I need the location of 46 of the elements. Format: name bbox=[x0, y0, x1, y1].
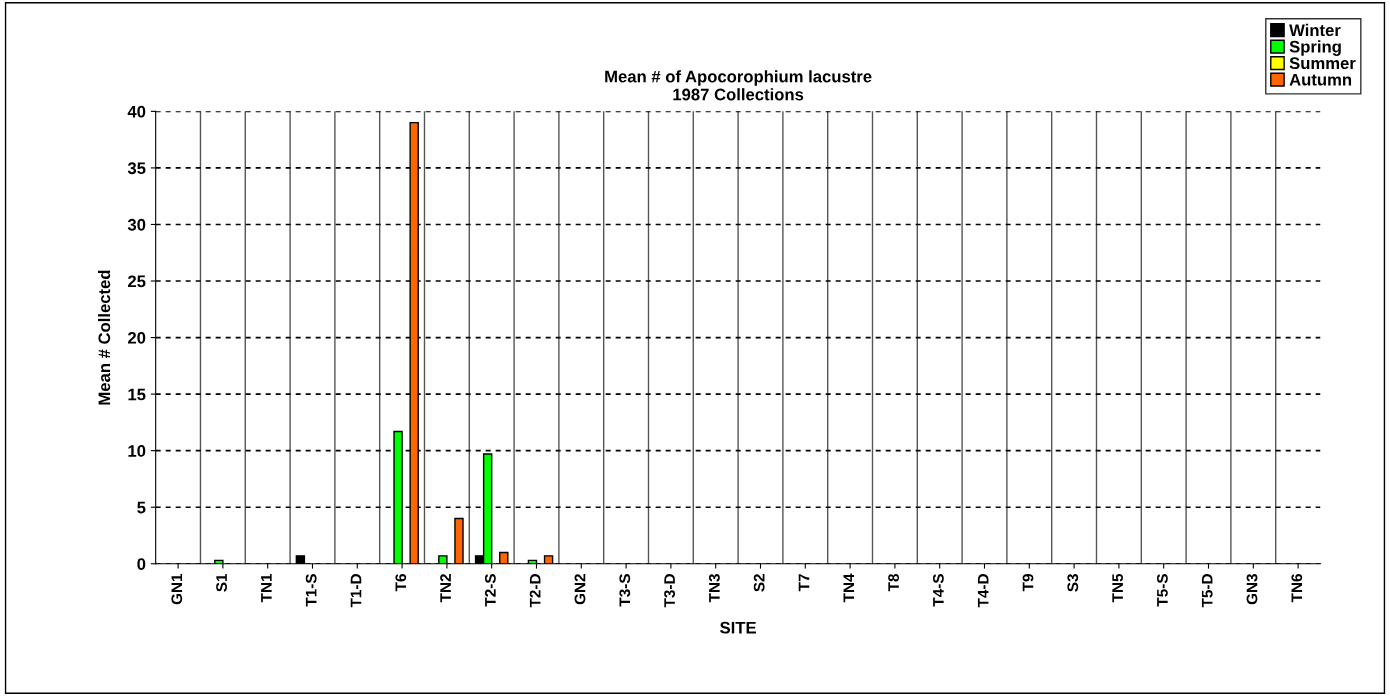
chart-title: Mean # of Apocorophium lacustre 1987 Collections bbox=[605, 70, 872, 101]
x-tick-label: TN5 bbox=[1112, 573, 1123, 603]
x-tick-label: T1-S bbox=[305, 574, 317, 607]
x-tick-label: S3 bbox=[1067, 574, 1079, 592]
y-axis-title: Mean # Collected bbox=[98, 270, 111, 405]
legend-label: Winter bbox=[1289, 23, 1341, 37]
x-tick-label: T1-D bbox=[350, 574, 362, 608]
x-tick-label: T4-D bbox=[977, 574, 989, 608]
x-tick-label: TN4 bbox=[843, 573, 855, 603]
x-tick-label: GN1 bbox=[171, 573, 183, 605]
x-tick-label: S2 bbox=[753, 574, 765, 592]
bar bbox=[499, 551, 509, 564]
x-tick-label: TN3 bbox=[708, 574, 720, 603]
y-tick-label: 30 bbox=[127, 218, 146, 231]
y-tick-label: 25 bbox=[128, 275, 146, 288]
x-tick-label: T8 bbox=[888, 573, 899, 592]
y-tick-label: 40 bbox=[127, 105, 146, 118]
x-tick-label: T5-S bbox=[1156, 574, 1168, 607]
legend-label: Spring bbox=[1289, 40, 1341, 56]
x-tick-label: T6 bbox=[395, 574, 407, 592]
y-tick-label: 20 bbox=[128, 331, 146, 344]
bar bbox=[543, 555, 554, 564]
x-tick-label: TN6 bbox=[1291, 574, 1303, 603]
x-tick-label: T4-S bbox=[932, 574, 944, 607]
y-tick-label: 35 bbox=[127, 162, 146, 175]
x-tick-label: S1 bbox=[216, 573, 227, 592]
x-tick-label: T7 bbox=[798, 574, 810, 592]
x-tick-label: T3-D bbox=[664, 574, 676, 608]
bar bbox=[295, 555, 306, 564]
legend-label: Summer bbox=[1289, 57, 1356, 70]
x-tick-label: GN3 bbox=[1246, 574, 1258, 605]
x-tick-label: TN1 bbox=[261, 573, 272, 603]
x-tick-label: T5-D bbox=[1201, 574, 1213, 608]
y-tick-label: 0 bbox=[137, 558, 146, 570]
x-axis-title: SITE bbox=[720, 621, 756, 634]
x-tick-label: T2-D bbox=[529, 574, 541, 608]
legend-label: Autumn bbox=[1289, 73, 1352, 86]
x-tick-label: T3-S bbox=[619, 574, 631, 607]
y-tick-label: 15 bbox=[128, 388, 146, 401]
x-tick-label: T2-S bbox=[484, 574, 496, 607]
y-tick-label: 5 bbox=[137, 501, 146, 514]
y-tick-label: 10 bbox=[128, 445, 146, 457]
x-tick-label: GN2 bbox=[574, 574, 586, 605]
x-tick-label: T9 bbox=[1022, 574, 1034, 592]
x-tick-label: TN2 bbox=[440, 574, 451, 603]
bar bbox=[454, 517, 464, 564]
